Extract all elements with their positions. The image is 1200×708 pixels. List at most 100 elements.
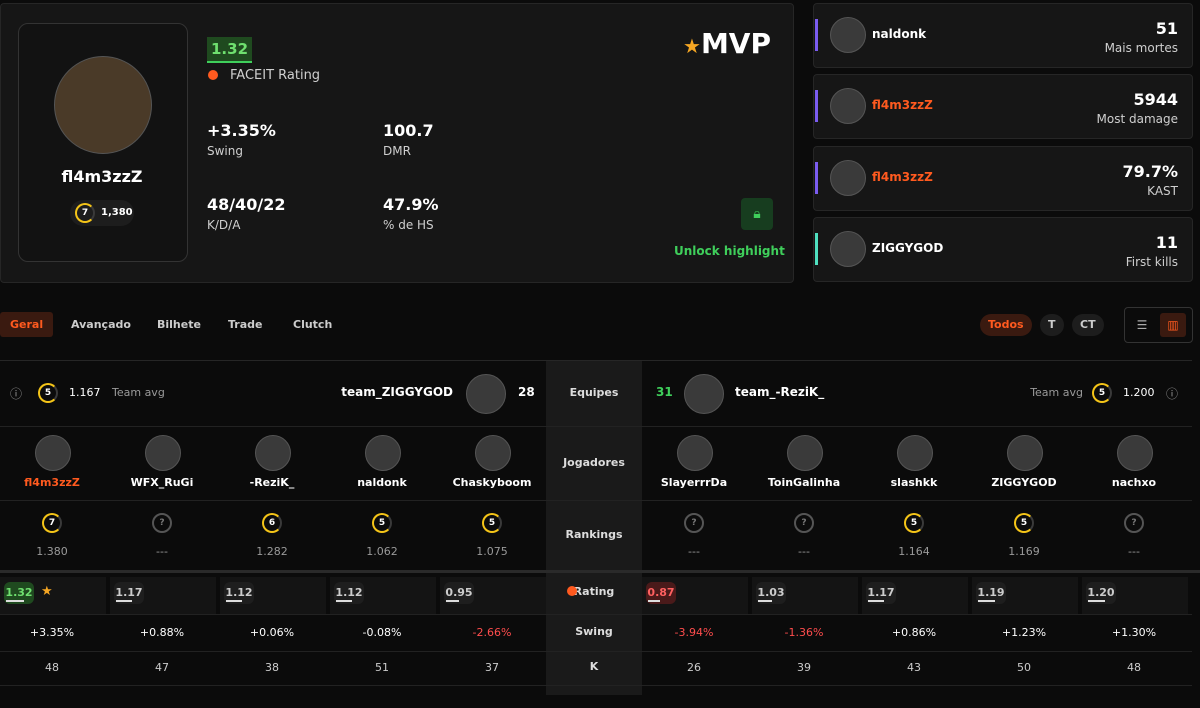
highlight-label: KAST: [1147, 184, 1178, 198]
player-avatar: [475, 435, 511, 471]
player-level: 5: [482, 513, 502, 533]
info-icon[interactable]: ⓘ: [10, 387, 23, 401]
stat-value: 48/40/22: [207, 195, 286, 214]
unlock-highlight[interactable]: Unlock highlight: [674, 244, 785, 258]
player-rating: 1.12: [334, 582, 364, 604]
row-line: [0, 685, 1192, 686]
player-kills: 51: [375, 661, 389, 674]
player-level: ?: [794, 513, 814, 533]
elo: 1,380: [101, 207, 133, 218]
player-swing: +3.35%: [29, 626, 75, 639]
player-level: ?: [152, 513, 172, 533]
player-kills: 43: [907, 661, 921, 674]
tab[interactable]: Trade: [228, 318, 263, 331]
player-rating: 0.95: [444, 582, 474, 604]
player-kills: 50: [1017, 661, 1031, 674]
list-view[interactable]: ☰: [1136, 318, 1148, 332]
player-level: ?: [1124, 513, 1144, 533]
player-rating: 0.87: [646, 582, 676, 604]
player-name: Chaskyboom: [452, 476, 532, 489]
highlight-card: [813, 146, 1193, 211]
tab[interactable]: Avançado: [71, 318, 131, 331]
highlight-avatar: [830, 160, 866, 196]
table: [0, 360, 1192, 696]
highlight-bar: [815, 162, 818, 194]
row-label: Jogadores: [563, 456, 625, 469]
player-swing: +0.88%: [139, 626, 185, 639]
side-filter[interactable]: Todos: [980, 314, 1032, 336]
player-kills: 48: [1127, 661, 1141, 674]
highlight-avatar: [830, 88, 866, 124]
player-name: fl4m3zzZ: [24, 476, 80, 489]
highlight-label: First kills: [1125, 255, 1178, 269]
team-level: 5: [38, 383, 58, 403]
player-rating: 1.17: [114, 582, 144, 604]
tab[interactable]: Geral: [0, 312, 54, 337]
grid-view[interactable]: ▥: [1160, 313, 1186, 337]
highlight-label: Mais mortes: [1104, 41, 1178, 55]
row-label: Rankings: [565, 528, 623, 541]
info-icon[interactable]: ⓘ: [1166, 387, 1179, 401]
row-label: Equipes: [569, 386, 619, 399]
highlight-value: 79.7%: [1122, 162, 1178, 181]
player-level: 5: [372, 513, 392, 533]
player-kills: 39: [797, 661, 811, 674]
player-elo: ---: [1128, 545, 1140, 558]
player-name: naldonk: [357, 476, 407, 489]
team-avg: 1.200: [1123, 386, 1155, 399]
player-elo: 1.164: [898, 545, 930, 558]
player-rating: 1.12: [224, 582, 254, 604]
player-avatar: [897, 435, 933, 471]
rating-bar: [446, 600, 460, 602]
team-score: 31: [656, 385, 673, 399]
tab[interactable]: Clutch: [293, 318, 333, 331]
highlight-bar: [815, 19, 818, 51]
team-name: team_-ReziK_: [735, 385, 825, 399]
center-column: [546, 360, 642, 695]
rating-bar: [648, 600, 661, 602]
player-elo: 1.169: [1008, 545, 1040, 558]
player-name: nachxo: [1111, 476, 1157, 489]
rating-badge: 1.32: [207, 37, 253, 63]
player-name: ToinGalinha: [767, 476, 841, 489]
player-rating: 1.03: [756, 582, 786, 604]
highlight-avatar: [830, 17, 866, 53]
player-elo: ---: [798, 545, 810, 558]
player-swing: +1.30%: [1111, 626, 1157, 639]
rating-bar: [226, 600, 242, 602]
player-name: fl4m3zzZ: [61, 167, 143, 186]
player-elo: 1.062: [366, 545, 398, 558]
side-filter[interactable]: CT: [1072, 314, 1104, 336]
highlight-name: fl4m3zzZ: [872, 170, 933, 184]
rating-bar: [868, 600, 885, 602]
player-name: -ReziK_: [249, 476, 295, 489]
row-label: Rating: [573, 585, 615, 598]
player-swing: -0.08%: [362, 626, 402, 639]
player-swing: -3.94%: [674, 626, 714, 639]
highlight-name: naldonk: [872, 27, 927, 41]
player-name: ZIGGYGOD: [991, 476, 1057, 489]
highlight-bar: [815, 90, 818, 122]
player-name: SlayerrrDa: [660, 476, 728, 489]
side-filter[interactable]: T: [1040, 314, 1064, 336]
highlight-name: fl4m3zzZ: [872, 98, 933, 112]
player-swing: -2.66%: [472, 626, 512, 639]
divider: [0, 570, 1200, 573]
highlight-label: Most damage: [1096, 112, 1178, 126]
row-line: [0, 426, 1192, 427]
mvp-text: MVP: [700, 27, 771, 60]
player-elo: 1.282: [256, 545, 288, 558]
team-level: 5: [1092, 383, 1112, 403]
player-name: slashkk: [890, 476, 938, 489]
player-level: ?: [684, 513, 704, 533]
player-name: WFX_RuGi: [130, 476, 194, 489]
tab[interactable]: Bilhete: [157, 318, 201, 331]
player-elo: ---: [156, 545, 168, 558]
rating-bar: [116, 600, 133, 602]
player-avatar: [787, 435, 823, 471]
lock-button[interactable]: 🔒︎: [741, 198, 773, 230]
player-rating: 1.19: [976, 582, 1006, 604]
mvp-star: ★: [41, 584, 53, 599]
rating-label: FACEIT Rating: [230, 68, 321, 83]
